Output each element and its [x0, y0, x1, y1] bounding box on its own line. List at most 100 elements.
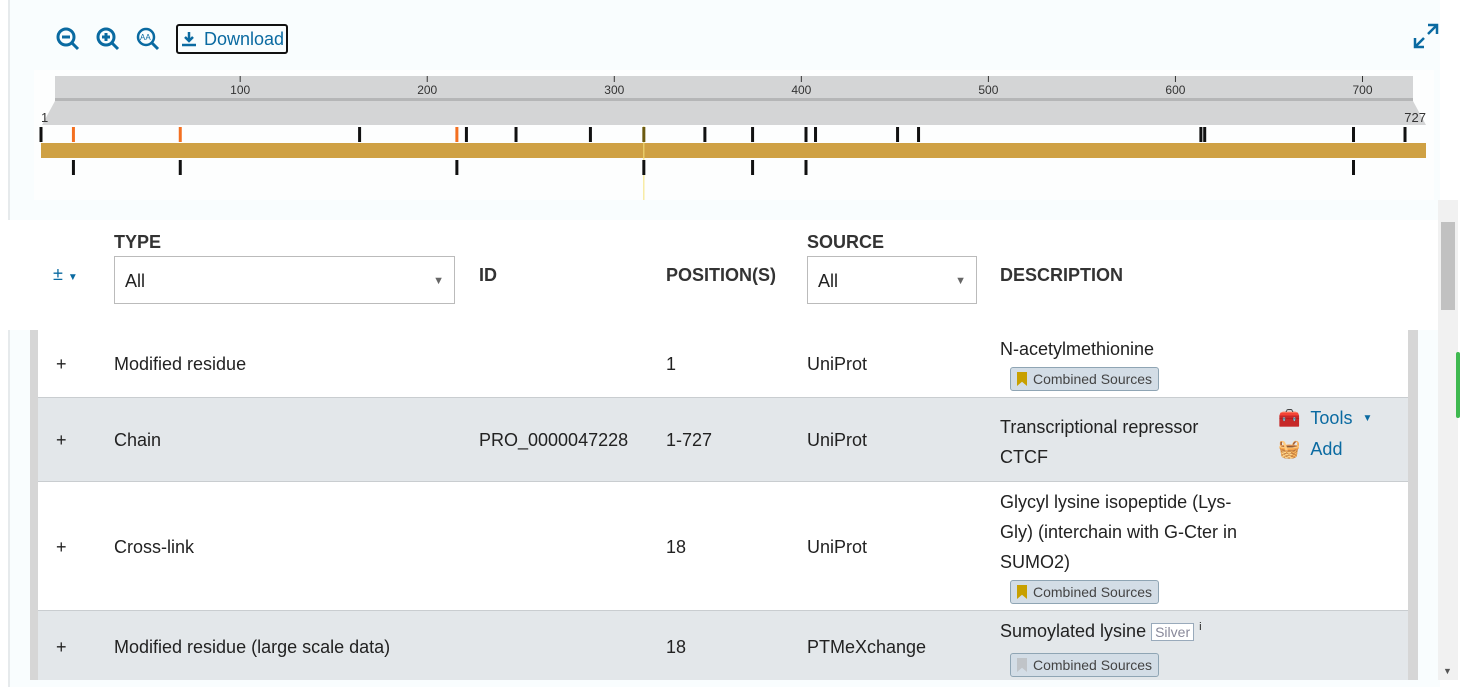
table-row[interactable]: + Chain PRO_0000047228 1-727 UniProt Tra… [38, 398, 1408, 482]
viewer-toolbar: AA Download [54, 24, 289, 54]
side-indicator [1456, 352, 1460, 418]
feature-mark [917, 127, 921, 142]
feature-mark [642, 160, 646, 175]
feature-mark [1352, 127, 1356, 142]
feature-mark [178, 160, 182, 175]
toolbox-icon: 🧰 [1278, 408, 1301, 428]
download-label: Download [204, 28, 285, 49]
ruler-tick-label: 100 [230, 83, 250, 97]
protein-track[interactable]: 100 200 300 400 500 600 700 1 727 [0, 70, 1440, 205]
source-cell: UniProt [807, 537, 868, 557]
description-cell: N-acetylmethionine [1000, 339, 1155, 359]
bookmark-icon [1017, 658, 1027, 672]
expand-row-button[interactable]: + [56, 637, 67, 657]
chain-bar [41, 143, 1426, 158]
ruler-tick-label: 300 [604, 83, 624, 97]
download-button[interactable]: Download [176, 24, 289, 54]
ruler-tick-label: 700 [1352, 83, 1372, 97]
table-row[interactable]: + Cross-link 18 UniProt Glycyl lysine is… [38, 482, 1408, 611]
zoom-window [42, 101, 1426, 125]
info-icon[interactable]: i [1199, 621, 1202, 633]
start-label: 1 [41, 110, 48, 125]
feature-mark [455, 127, 459, 142]
feature-mark [39, 127, 43, 142]
id-cell: PRO_0000047228 [479, 430, 629, 450]
feature-mark [71, 160, 75, 175]
description-header: DESCRIPTION [1000, 265, 1124, 285]
evidence-badge[interactable]: Combined Sources [1010, 653, 1160, 677]
expand-row-button[interactable]: + [56, 354, 67, 374]
scrollbar-thumb[interactable] [1441, 222, 1455, 310]
source-cell: UniProt [807, 354, 868, 374]
ruler-tick-label: 600 [1165, 83, 1185, 97]
ruler-tick-label: 400 [791, 83, 811, 97]
expand-row-button[interactable]: + [56, 430, 67, 450]
scroll-down-icon[interactable]: ▼ [1443, 666, 1452, 676]
feature-mark [455, 160, 459, 175]
feature-mark [751, 160, 755, 175]
position-cell: 1-727 [666, 430, 713, 450]
tools-menu-button[interactable]: 🧰 Tools ▼ [1278, 408, 1373, 428]
feature-mark [814, 127, 818, 142]
table-row[interactable]: + Modified residue (large scale data) 18… [38, 611, 1408, 680]
type-header: TYPE [114, 232, 162, 252]
description-cell: Transcriptional repressor CTCF [1000, 417, 1199, 467]
feature-mark [464, 127, 468, 142]
dropdown-arrow-icon: ▼ [433, 275, 444, 287]
source-cell: PTMeXchange [807, 637, 927, 657]
dropdown-arrow-icon: ▼ [955, 275, 966, 287]
feature-mark [358, 127, 362, 142]
feature-mark [1199, 127, 1203, 142]
table-row[interactable]: + Modified residue 1 UniProt N-acetylmet… [38, 330, 1408, 398]
feature-mark [588, 127, 592, 142]
ruler-band [55, 76, 1413, 100]
expand-all-toggle[interactable]: ± ▼ [53, 264, 78, 284]
evidence-badge[interactable]: Combined Sources [1010, 367, 1160, 391]
positions-header: POSITION(S) [666, 265, 777, 285]
quality-badge: Silver [1151, 623, 1195, 641]
description-cell: Glycyl lysine isopeptide (Lys-Gly) (inte… [1000, 492, 1238, 572]
bookmark-icon [1017, 372, 1027, 386]
source-header: SOURCE [807, 232, 885, 252]
table-header: ± ▼ TYPE All ▼ ID POSITION(S) SOURCE All ▼… [0, 220, 1440, 330]
zoom-out-icon[interactable] [54, 25, 82, 53]
position-cell: 18 [666, 537, 687, 557]
type-filter-select[interactable]: All ▼ [114, 256, 455, 304]
feature-mark [751, 127, 755, 142]
add-to-basket-button[interactable]: 🧺 Add [1278, 439, 1343, 459]
id-header: ID [479, 265, 497, 285]
source-filter-select[interactable]: All ▼ [807, 256, 977, 304]
basket-icon: 🧺 [1278, 439, 1301, 459]
text-size-icon[interactable]: AA [134, 25, 162, 53]
feature-mark [896, 127, 900, 142]
fullscreen-icon[interactable] [1412, 22, 1442, 52]
end-label: 727 [1404, 110, 1426, 125]
position-cell: 1 [666, 354, 677, 374]
evidence-badge[interactable]: Combined Sources [1010, 580, 1160, 604]
zoom-in-icon[interactable] [94, 25, 122, 53]
description-cell: Sumoylated lysine Silver i [1000, 621, 1202, 641]
feature-mark [71, 127, 75, 142]
feature-mark [1403, 127, 1407, 142]
type-cell: Modified residue (large scale data) [114, 637, 391, 657]
ruler-tick-label: 500 [978, 83, 998, 97]
position-cell: 18 [666, 637, 687, 657]
download-icon [182, 32, 196, 47]
source-cell: UniProt [807, 430, 868, 450]
svg-text:AA: AA [140, 33, 151, 42]
vertical-scrollbar[interactable]: ▼ [1438, 200, 1458, 680]
feature-mark [703, 127, 707, 142]
ruler-tick-label: 200 [417, 83, 437, 97]
bookmark-icon [1017, 585, 1027, 599]
expand-row-button[interactable]: + [56, 537, 67, 557]
feature-mark [1352, 160, 1356, 175]
ruler-edge [55, 98, 1413, 101]
feature-mark [642, 127, 646, 142]
feature-mark [1203, 127, 1207, 142]
type-cell: Cross-link [114, 537, 195, 557]
features-table: + Modified residue 1 UniProt N-acetylmet… [30, 330, 1418, 680]
type-cell: Modified residue [114, 354, 247, 374]
feature-mark [178, 127, 182, 142]
type-cell: Chain [114, 430, 162, 450]
feature-mark [804, 160, 808, 175]
